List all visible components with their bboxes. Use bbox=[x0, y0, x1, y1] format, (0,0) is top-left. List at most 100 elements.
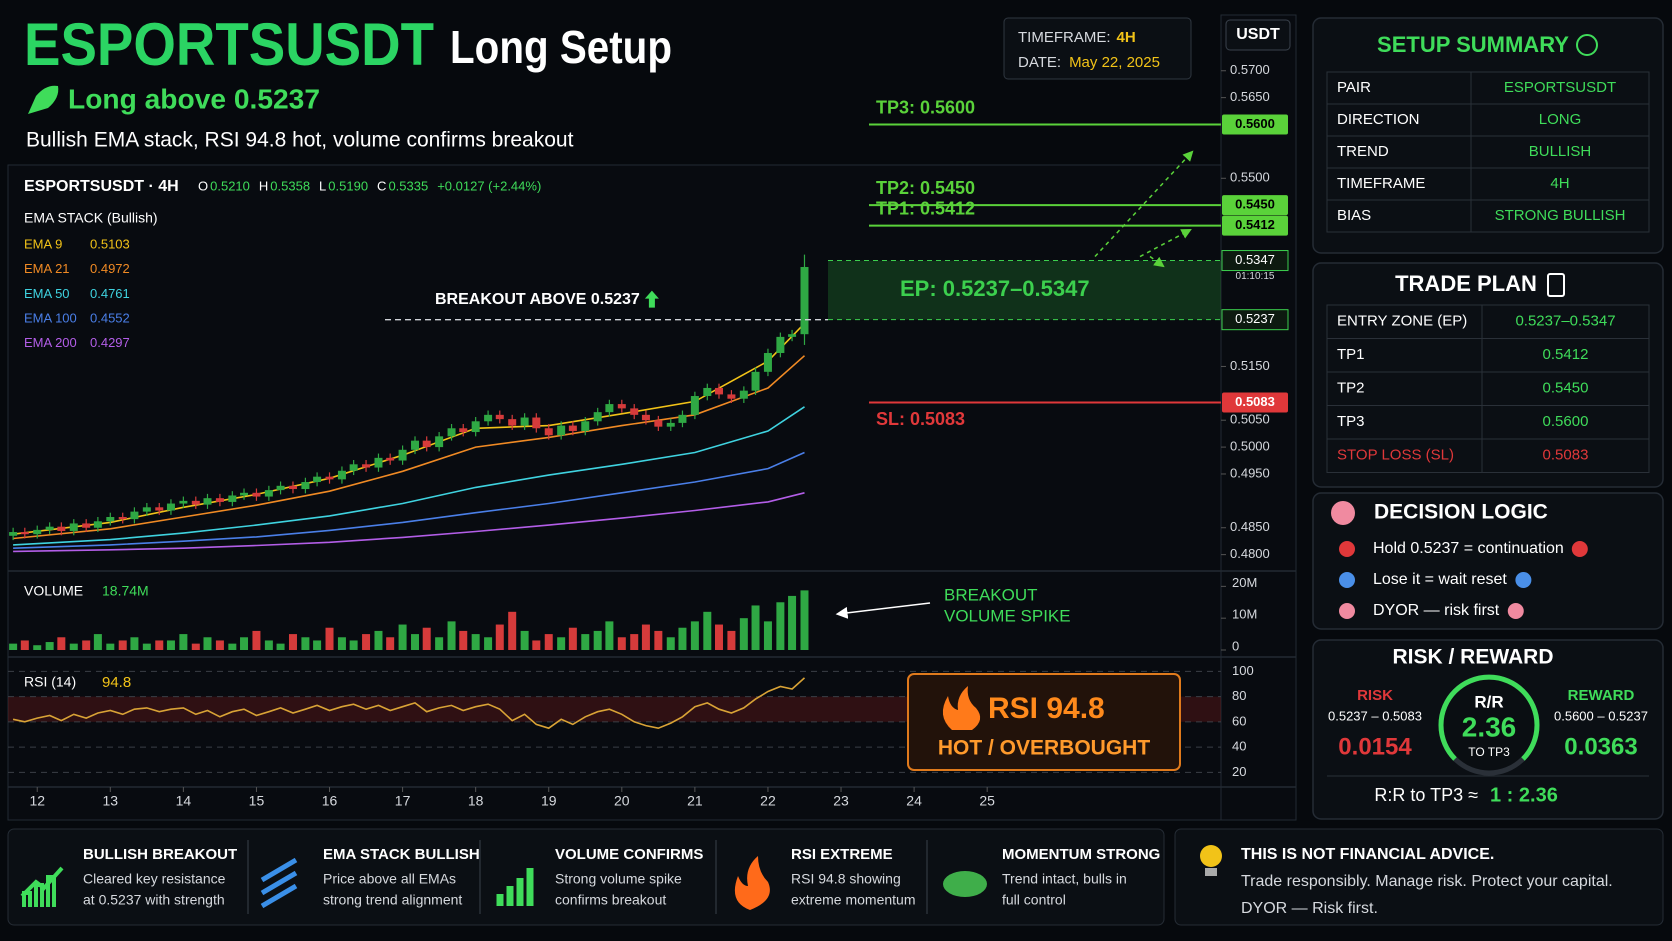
legend-label: EMA 100 bbox=[24, 311, 77, 326]
row-value: ESPORTSUSDT bbox=[1504, 79, 1616, 96]
row-value: 0.5237–0.5347 bbox=[1515, 313, 1615, 330]
volume-bar bbox=[593, 630, 602, 650]
volume-bar bbox=[337, 637, 346, 650]
x-tick-label: 12 bbox=[29, 793, 45, 809]
level-label: TP1: 0.5412 bbox=[876, 198, 975, 218]
volume-bar bbox=[605, 621, 614, 650]
row-label: TP2 bbox=[1337, 380, 1365, 397]
price-tag-label: 0.5600 bbox=[1235, 116, 1275, 131]
candle-body bbox=[118, 516, 127, 520]
y-tick-label: 0.4850 bbox=[1230, 519, 1270, 534]
candle-body bbox=[264, 490, 273, 497]
candle-body bbox=[398, 449, 407, 461]
price-tag bbox=[1222, 195, 1288, 216]
feature-text: Price above all EMAs bbox=[323, 871, 456, 887]
y-tick-label: 0.5700 bbox=[1230, 62, 1270, 77]
candle-body bbox=[641, 414, 650, 421]
x-tick-label: 24 bbox=[906, 793, 922, 809]
text-label: 0.5237 – 0.5083 bbox=[1328, 708, 1422, 723]
tagline: Long above 0.5237 bbox=[68, 83, 320, 114]
volume-bar bbox=[581, 634, 590, 650]
feature-text: extreme momentum bbox=[791, 892, 915, 908]
price-tag-label: 0.5347 bbox=[1235, 252, 1275, 267]
volume-bar bbox=[398, 624, 407, 650]
price-tag bbox=[1222, 215, 1288, 236]
level-label: SL: 0.5083 bbox=[876, 409, 965, 429]
volume-bar bbox=[118, 640, 127, 650]
feature-icon bbox=[496, 868, 534, 906]
volume-bar bbox=[630, 634, 639, 650]
candle-body bbox=[191, 500, 200, 505]
candle-body bbox=[727, 394, 736, 399]
text-label: 0.5190 bbox=[328, 178, 368, 193]
reward-value: 0.0363 bbox=[1564, 733, 1637, 760]
volume-bar bbox=[264, 640, 273, 650]
row-label: STOP LOSS (SL) bbox=[1337, 447, 1454, 464]
x-tick-label: 23 bbox=[833, 793, 849, 809]
legend-label: EMA 21 bbox=[24, 261, 70, 276]
candle-body bbox=[703, 387, 712, 397]
text-label: 0.5600 – 0.5237 bbox=[1554, 708, 1648, 723]
candle-body bbox=[581, 421, 590, 431]
x-tick-label: 15 bbox=[249, 793, 265, 809]
feature-text: Strong volume spike bbox=[555, 871, 682, 887]
bulb-base bbox=[1205, 868, 1217, 876]
volume-bar bbox=[228, 643, 237, 650]
legend-value: 0.4761 bbox=[90, 286, 130, 301]
volume-bar bbox=[20, 640, 29, 650]
legend-value: 0.4552 bbox=[90, 311, 130, 326]
row-value: LONG bbox=[1539, 111, 1582, 128]
volume-bar bbox=[776, 602, 785, 650]
text-label: 0.5210 bbox=[210, 178, 250, 193]
candle-body bbox=[179, 500, 188, 504]
annotation-arrow bbox=[835, 602, 931, 619]
volume-bar bbox=[459, 630, 468, 650]
countdown: 01:10:15 bbox=[1236, 271, 1275, 282]
volume-bar bbox=[45, 642, 54, 650]
panel-label: VOLUME bbox=[24, 583, 83, 599]
rr-value: 2.36 bbox=[1462, 711, 1517, 742]
feature-text: at 0.5237 with strength bbox=[83, 892, 225, 908]
candle-body bbox=[435, 436, 444, 448]
text-label: ESPORTSUSDT · 4H bbox=[24, 178, 179, 195]
volume-bar bbox=[240, 637, 249, 650]
volume-bar bbox=[82, 640, 91, 650]
ema-line bbox=[13, 451, 805, 549]
volume-bar bbox=[544, 634, 553, 650]
feature-text: Trend intact, bulls in bbox=[1002, 871, 1127, 887]
x-tick-label: 14 bbox=[176, 793, 192, 809]
candle-body bbox=[422, 440, 431, 448]
row-value: STRONG BULLISH bbox=[1495, 207, 1626, 224]
item-icon bbox=[1339, 541, 1355, 557]
candle-body bbox=[776, 336, 785, 354]
volume-bar bbox=[727, 630, 736, 650]
candle-body bbox=[495, 414, 504, 420]
bulb-icon bbox=[1200, 845, 1222, 867]
volume-bar bbox=[130, 637, 139, 650]
feature-icon bbox=[20, 866, 64, 907]
text-label: TIMEFRAME: bbox=[1018, 29, 1111, 46]
candle-body bbox=[166, 503, 175, 511]
candle-body bbox=[142, 507, 151, 512]
callout-subtitle: HOT / OVERBOUGHT bbox=[938, 737, 1151, 760]
x-tick-label: 21 bbox=[687, 793, 703, 809]
disclaimer-text: DYOR — Risk first. bbox=[1241, 900, 1378, 917]
row-label: TIMEFRAME bbox=[1337, 175, 1425, 192]
candle-body bbox=[666, 422, 675, 427]
candle-body bbox=[568, 425, 577, 431]
x-tick-label: 16 bbox=[322, 793, 338, 809]
x-tick-label: 18 bbox=[468, 793, 484, 809]
candle-body bbox=[349, 464, 358, 471]
item-icon bbox=[1515, 572, 1532, 588]
volume-bar bbox=[690, 621, 699, 650]
volume-bar bbox=[484, 637, 493, 650]
item-icon bbox=[1339, 572, 1355, 588]
entry-zone bbox=[828, 260, 1221, 320]
row-label: TREND bbox=[1337, 143, 1389, 160]
volume-bar bbox=[155, 640, 164, 650]
candle-body bbox=[459, 428, 468, 433]
callout-title: RSI 94.8 bbox=[988, 692, 1105, 725]
row-value: 0.5600 bbox=[1543, 413, 1589, 430]
y-tick-label: 0.5000 bbox=[1230, 439, 1270, 454]
x-tick-label: 19 bbox=[541, 793, 557, 809]
